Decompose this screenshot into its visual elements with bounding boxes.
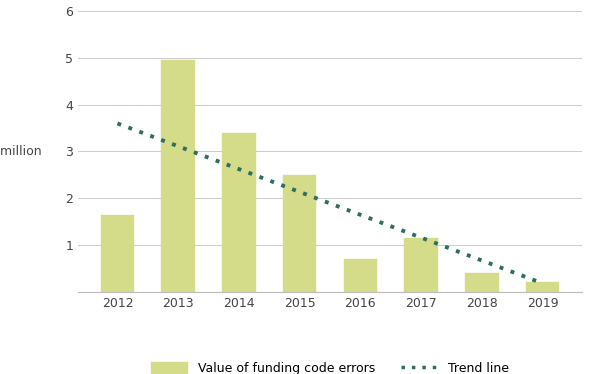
Bar (344, 259, 377, 292)
Bar (161, 60, 195, 292)
Bar (526, 282, 559, 292)
Y-axis label: $million: $million (0, 145, 41, 158)
Bar (465, 273, 499, 292)
Legend: Value of funding code errors, Trend line: Value of funding code errors, Trend line (151, 362, 509, 374)
Bar (283, 175, 316, 292)
Bar (101, 215, 134, 292)
Bar (404, 238, 438, 292)
Bar (222, 133, 256, 292)
